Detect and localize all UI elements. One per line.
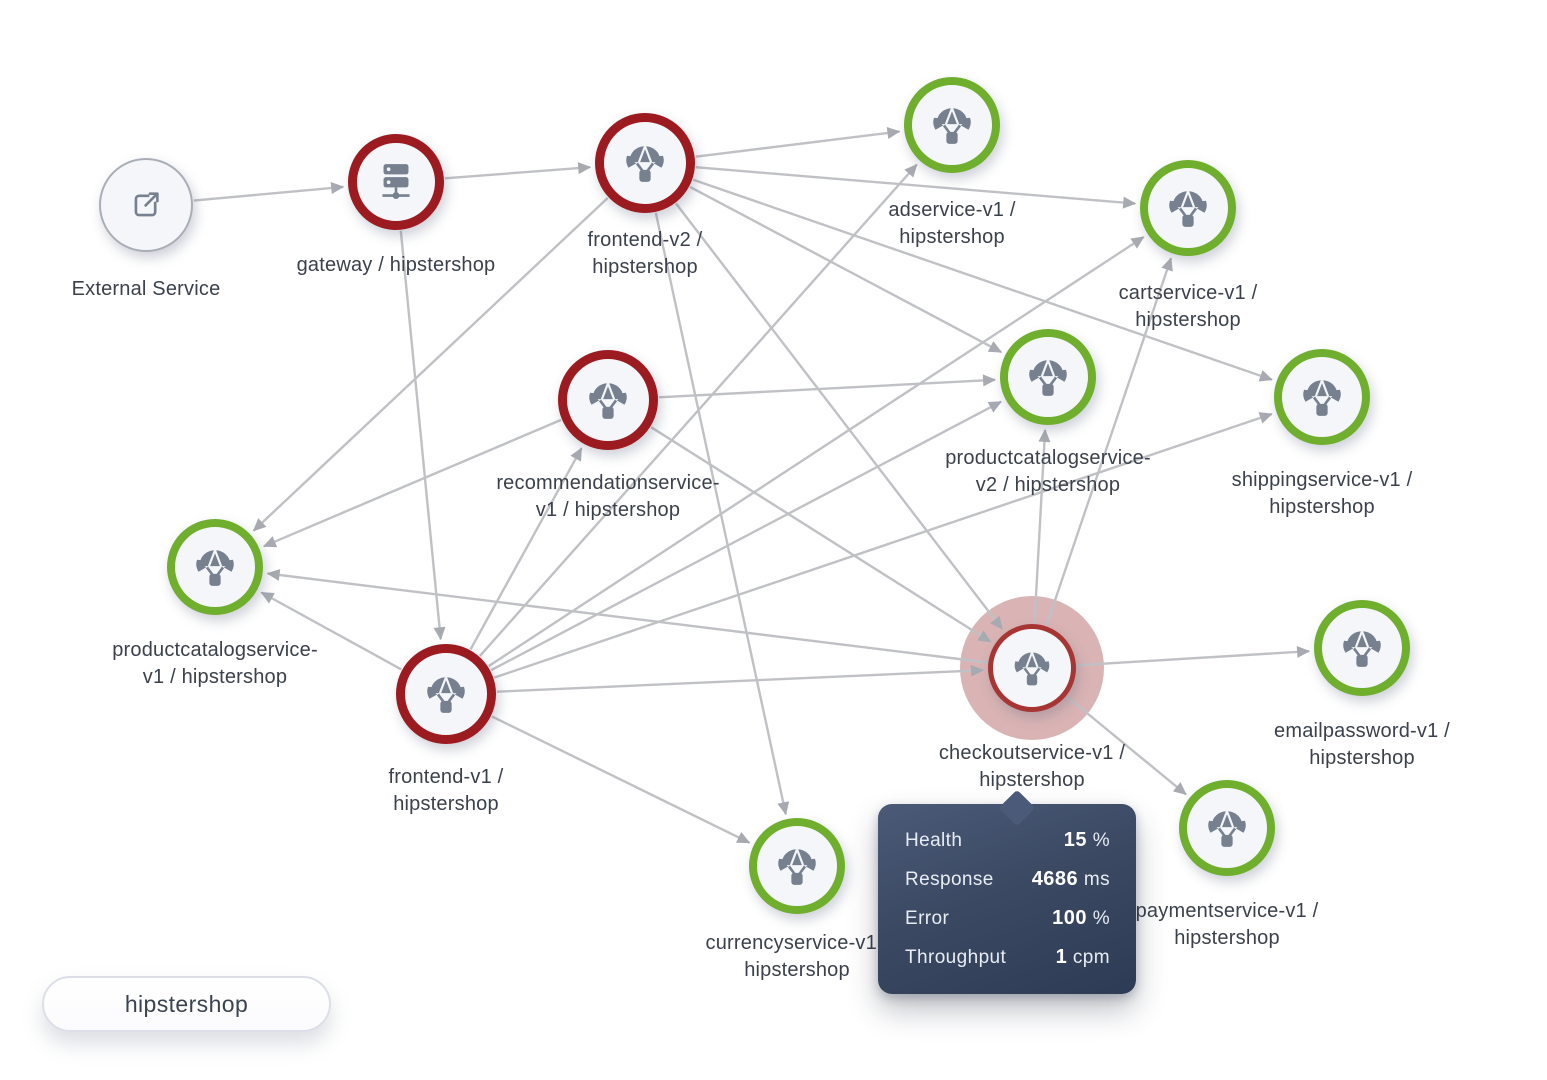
- metrics-tooltip: Health 15 % Response 4686 ms Error 100 % Throu…: [878, 789, 1136, 994]
- edge-external-gateway: [193, 182, 345, 202]
- service-node-fev1[interactable]: [396, 644, 496, 744]
- service-node-fev2[interactable]: [595, 113, 695, 213]
- edge-fev1-checkout: [496, 664, 984, 693]
- edge-fev2-ad: [695, 127, 901, 158]
- edge-fev1-pcv2: [490, 400, 1002, 672]
- edge-checkout-email: [1076, 645, 1311, 667]
- tooltip-metric-label: Health: [905, 829, 963, 851]
- parachute-icon: [427, 676, 465, 713]
- service-node-email[interactable]: [1314, 600, 1410, 696]
- edge-fev1-currency: [491, 715, 751, 844]
- tooltip-metric-value: 4686 ms: [1031, 868, 1110, 890]
- service-node-shipping[interactable]: [1274, 349, 1370, 445]
- service-node-ad[interactable]: [904, 77, 1000, 173]
- edge-fev2-checkout: [675, 202, 1004, 630]
- tooltip-metric-value: 15 %: [1063, 829, 1110, 851]
- edge-fev1-ad: [479, 163, 918, 657]
- parachute-icon: [778, 848, 816, 885]
- parachute-icon: [1029, 359, 1067, 396]
- parachute-icon: [1014, 652, 1050, 686]
- parachute-icon: [589, 382, 627, 419]
- tooltip-row-error: Error 100 %: [905, 899, 1110, 938]
- parachute-icon: [1169, 190, 1207, 227]
- edge-rec-pcv1: [262, 418, 562, 548]
- service-node-pcv1[interactable]: [167, 519, 263, 615]
- service-node-payment[interactable]: [1179, 780, 1275, 876]
- edge-checkout-payment: [1066, 695, 1187, 796]
- edge-checkout-cart: [1045, 257, 1173, 626]
- edge-fev1-rec: [469, 447, 583, 650]
- tooltip-metric-value: 100 %: [1052, 907, 1110, 929]
- service-node-rec[interactable]: [558, 350, 658, 450]
- external-link-icon: [134, 192, 159, 217]
- service-node-pcv2[interactable]: [1000, 329, 1096, 425]
- tooltip-metric-label: Throughput: [905, 946, 1007, 968]
- service-node-checkout[interactable]: [988, 624, 1076, 712]
- edge-fev2-cart: [695, 166, 1137, 209]
- edge-fev2-pcv1: [252, 197, 609, 532]
- edge-fev1-cart: [488, 235, 1145, 668]
- edge-rec-checkout: [650, 426, 992, 643]
- tooltip-metric-value: 1 cpm: [1055, 946, 1110, 968]
- tooltip-row-throughput: Throughput 1 cpm: [905, 938, 1110, 977]
- edge-fev1-shipping: [493, 412, 1273, 679]
- tooltip-row-health: Health 15 %: [905, 821, 1110, 860]
- service-node-currency[interactable]: [749, 818, 845, 914]
- edge-gateway-fev2: [444, 162, 592, 180]
- namespace-pill[interactable]: hipstershop: [42, 976, 331, 1032]
- parachute-icon: [196, 549, 234, 586]
- parachute-icon: [1208, 810, 1246, 847]
- parachute-icon: [1343, 630, 1381, 667]
- edge-gateway-fev1: [399, 230, 446, 641]
- tooltip-metric-label: Error: [905, 907, 950, 929]
- edge-rec-pcv2: [658, 374, 997, 399]
- server-icon: [382, 164, 410, 200]
- edge-fev1-pcv1: [260, 591, 402, 671]
- parachute-icon: [1303, 379, 1341, 416]
- tooltip-metric-label: Response: [905, 868, 994, 890]
- edge-fev2-pcv2: [689, 185, 1003, 354]
- service-node-gateway[interactable]: [348, 134, 444, 230]
- service-node-external[interactable]: [99, 158, 193, 252]
- parachute-icon: [626, 145, 664, 182]
- edge-checkout-pcv2: [1033, 428, 1051, 624]
- edge-fev2-shipping: [692, 178, 1273, 382]
- parachute-icon: [933, 107, 971, 144]
- tooltip-row-response: Response 4686 ms: [905, 860, 1110, 899]
- edge-checkout-pcv1: [266, 569, 988, 664]
- service-node-cart[interactable]: [1140, 160, 1236, 256]
